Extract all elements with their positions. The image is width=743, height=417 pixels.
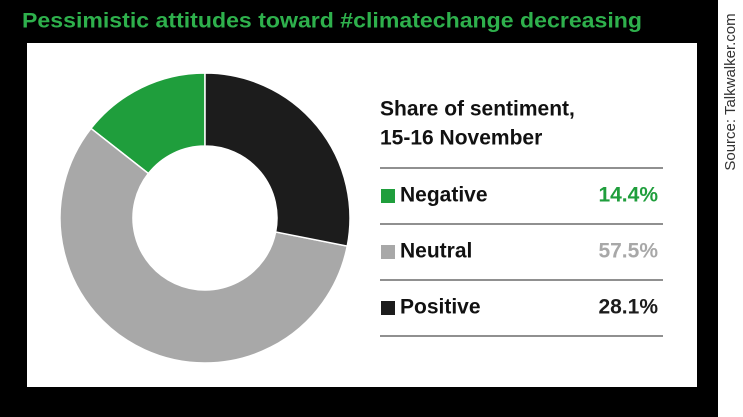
legend-label: Neutral (400, 240, 472, 263)
value-label: 57.5% (598, 240, 658, 263)
legend-swatch (381, 301, 395, 315)
source-strip (718, 0, 743, 417)
value-label: 28.1% (598, 296, 658, 319)
source: Source: Talkwalker.com (722, 13, 739, 170)
legend-title: 15-16 November (380, 127, 542, 150)
legend-title: Share of sentiment, (380, 98, 575, 121)
legend-label: Positive (400, 296, 481, 319)
value-label: 14.4% (598, 184, 658, 207)
donut-segment (204, 72, 351, 247)
legend-swatch (381, 245, 395, 259)
legend-label: Negative (400, 184, 488, 207)
donut-segment (59, 127, 349, 364)
legend-swatch (381, 189, 395, 203)
chart-title: Pessimistic attitudes toward #climatecha… (22, 10, 642, 33)
